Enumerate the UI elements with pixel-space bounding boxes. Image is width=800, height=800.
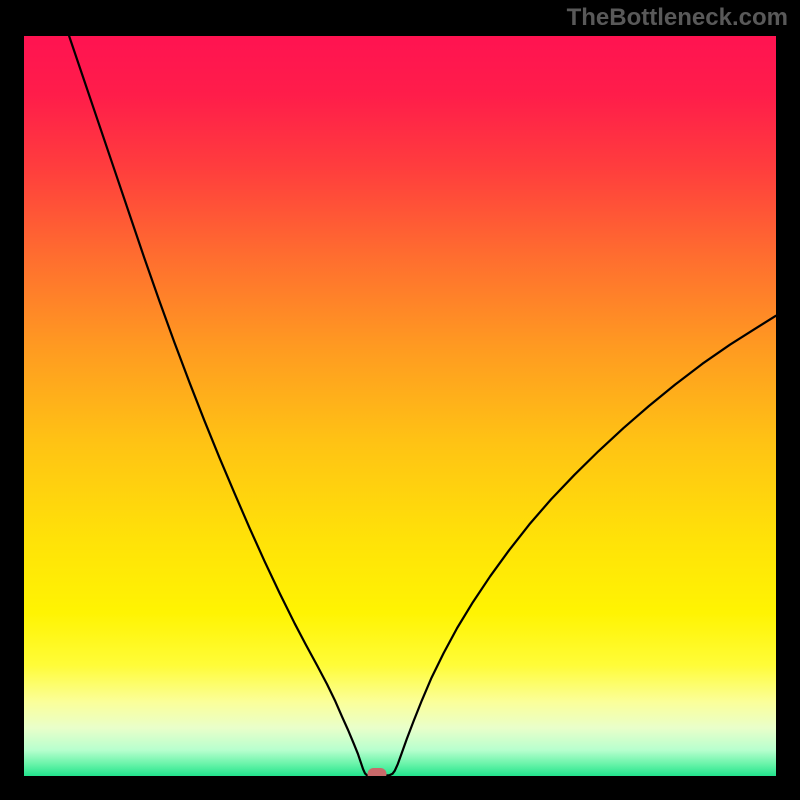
bottleneck-curve bbox=[69, 36, 776, 776]
watermark-text: TheBottleneck.com bbox=[567, 4, 788, 32]
plot-inner bbox=[24, 36, 776, 776]
curve-svg bbox=[24, 36, 776, 776]
minimum-marker bbox=[368, 768, 387, 776]
plot-frame bbox=[24, 36, 776, 776]
chart-stage: TheBottleneck.com bbox=[0, 0, 800, 800]
